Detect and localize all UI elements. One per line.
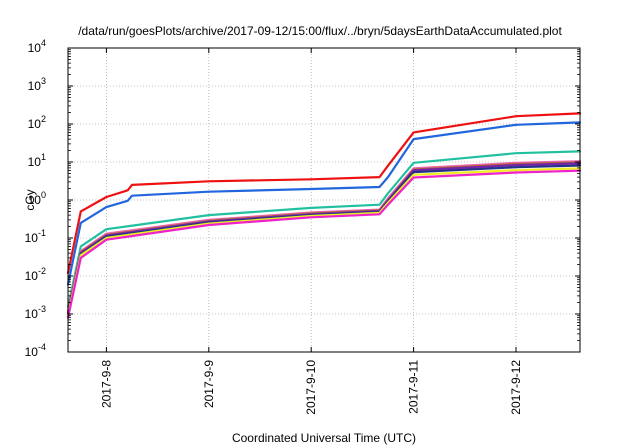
- y-tick-label: 100: [28, 190, 46, 207]
- chart-title: /data/run/goesPlots/archive/2017-09-12/1…: [78, 24, 562, 38]
- y-axis-label: cGy: [23, 189, 37, 210]
- series-line-6: [66, 162, 582, 316]
- y-tick-label: 10-4: [25, 342, 46, 359]
- series-line-2: [66, 121, 582, 286]
- x-tick-label: 2017-9-8: [99, 360, 113, 408]
- y-tick-label: 104: [28, 38, 46, 55]
- x-tick-label: 2017-9-11: [407, 360, 421, 414]
- ticks: 10-4 10-3 10-2 10-1 100 101 102 103 104 2017-9-8 2…: [25, 38, 580, 415]
- y-tick-label: 10-1: [25, 228, 46, 245]
- series-line-1: [66, 112, 582, 275]
- y-tick-label: 101: [28, 152, 46, 169]
- x-tick-label: 2017-9-9: [202, 360, 216, 408]
- series-line-8: [66, 167, 582, 317]
- grid: [68, 48, 580, 352]
- x-tick-label: 2017-9-12: [509, 360, 523, 415]
- x-axis-label: Coordinated Universal Time (UTC): [232, 431, 416, 445]
- x-tick-label: 2017-9-10: [304, 360, 318, 415]
- y-tick-label: 103: [28, 76, 46, 93]
- y-tick-label: 102: [28, 114, 46, 131]
- series-line-9: [66, 169, 582, 319]
- series-line-3: [66, 150, 582, 309]
- y-tick-label: 10-2: [25, 266, 46, 283]
- y-tick-label: 10-3: [25, 304, 46, 321]
- series-layer: [66, 112, 582, 319]
